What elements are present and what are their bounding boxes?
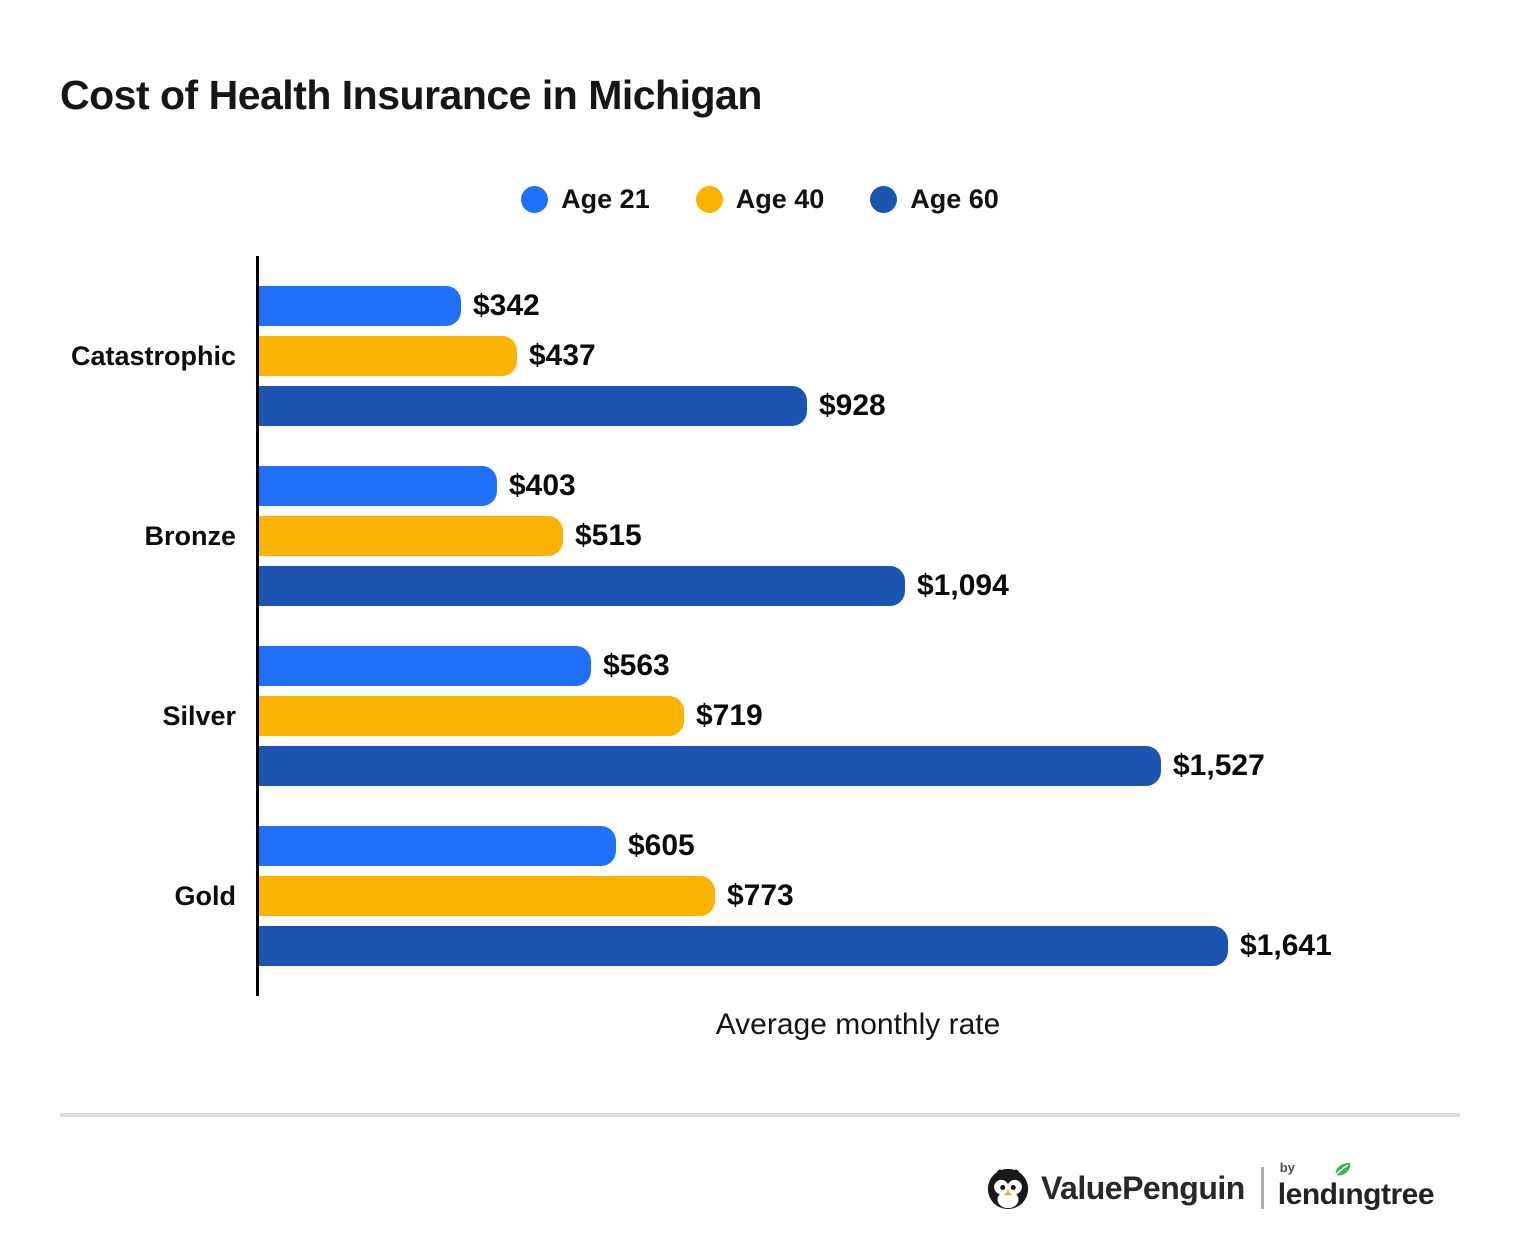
legend-item-age-40: Age 40 — [695, 184, 825, 215]
lendingtree-suffix: ngtree — [1345, 1178, 1434, 1211]
footer-divider — [60, 1113, 1460, 1117]
lendingtree-prefix: lend — [1277, 1178, 1338, 1211]
leaf-icon — [1334, 1161, 1353, 1177]
bar-value-label: $515 — [575, 519, 642, 552]
lendingtree-dotless-i: ı — [1337, 1178, 1346, 1211]
bar-silver-age-21 — [259, 646, 591, 686]
bar-bronze-age-21 — [259, 466, 497, 506]
legend-label-age-21: Age 21 — [561, 184, 650, 214]
bar-value-label: $719 — [696, 699, 763, 732]
bar-value-label: $1,641 — [1240, 929, 1332, 962]
category-label: Catastrophic — [70, 341, 236, 371]
legend-swatch-age-40-icon — [695, 186, 723, 213]
x-axis-label: Average monthly rate — [715, 1008, 1001, 1041]
lendingtree-block: by lendı ngtree — [1277, 1160, 1435, 1212]
bar-silver-age-40 — [259, 696, 684, 736]
bar-gold-age-40 — [259, 876, 715, 916]
chart-legend: Age 21 Age 40 Age 60 — [0, 184, 1520, 215]
bar-catastrophic-age-21 — [259, 286, 461, 326]
valuepenguin-wordmark: ValuePenguin — [1040, 1169, 1245, 1206]
legend-label-age-40: Age 40 — [735, 184, 825, 214]
category-label: Bronze — [144, 521, 236, 551]
category-label: Gold — [174, 881, 237, 911]
bar-value-label: $563 — [603, 649, 670, 682]
brand-separator — [1260, 1167, 1264, 1209]
bar-value-label: $928 — [819, 389, 886, 422]
legend-swatch-age-21-icon — [521, 186, 549, 213]
legend-swatch-age-60-icon — [870, 186, 898, 213]
bar-value-label: $773 — [727, 879, 794, 912]
bar-catastrophic-age-40 — [259, 336, 517, 376]
legend-item-age-21: Age 21 — [521, 184, 650, 215]
bar-value-label: $437 — [529, 339, 596, 372]
category-label: Silver — [162, 701, 236, 731]
lendingtree-wordmark: lendı ngtree — [1277, 1161, 1434, 1212]
bar-bronze-age-40 — [259, 516, 563, 556]
legend-label-age-60: Age 60 — [910, 184, 999, 214]
bar-catastrophic-age-60 — [259, 386, 807, 426]
bar-value-label: $342 — [473, 289, 540, 322]
bar-value-label: $1,094 — [917, 569, 1009, 602]
legend-item-age-60: Age 60 — [870, 184, 999, 215]
bar-silver-age-60 — [259, 746, 1161, 786]
valuepenguin-penguin-icon — [987, 1168, 1029, 1210]
y-axis-line — [256, 256, 259, 996]
lendingtree-i: ı — [1334, 1161, 1353, 1212]
footer-brandbar: ValuePenguin by lendı ngtree — [985, 1158, 1434, 1218]
bar-gold-age-60 — [259, 926, 1228, 966]
bar-value-label: $605 — [628, 829, 695, 862]
bar-value-label: $1,527 — [1173, 749, 1265, 782]
chart-title: Cost of Health Insurance in Michigan — [60, 72, 762, 118]
bar-bronze-age-60 — [259, 566, 905, 606]
bar-gold-age-21 — [259, 826, 616, 866]
bar-value-label: $403 — [509, 469, 576, 502]
by-label: by — [1279, 1160, 1295, 1175]
